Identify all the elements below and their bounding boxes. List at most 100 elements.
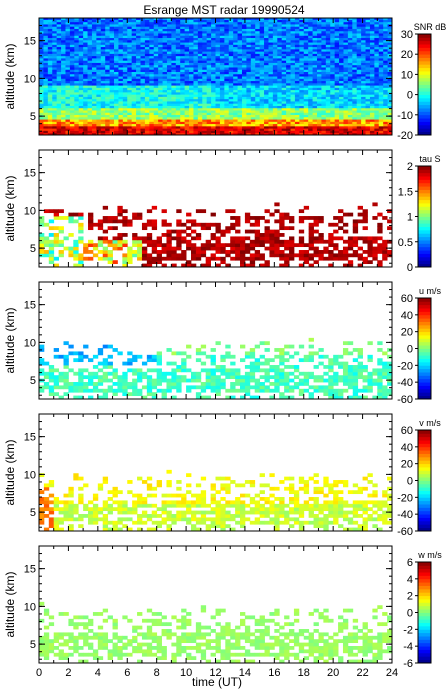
heatmap-cell (61, 62, 66, 66)
heatmap-cell (200, 209, 207, 214)
heatmap-cell (264, 37, 269, 41)
heatmap-cell (127, 121, 133, 125)
heatmap-cell (215, 62, 221, 66)
heatmap-cell (374, 24, 380, 27)
heatmap-cell (96, 94, 102, 97)
heatmap-cell (100, 28, 106, 32)
heatmap-cell (190, 219, 197, 224)
heatmap-cell (162, 44, 168, 48)
heatmap-cell (219, 103, 225, 106)
heatmap-cell (175, 46, 181, 50)
heatmap-cell (193, 98, 199, 102)
heatmap-cell (303, 76, 309, 79)
heatmap-cell (277, 48, 283, 52)
heatmap-cell (47, 28, 53, 32)
heatmap-cell (361, 87, 366, 91)
heatmap-cell (87, 19, 93, 23)
heatmap-cell (215, 128, 221, 131)
heatmap-cell (127, 130, 133, 134)
heatmap-cell (365, 112, 371, 116)
heatmap-cell (374, 123, 380, 127)
heatmap-cell (118, 130, 124, 134)
heatmap-cell (237, 91, 243, 95)
heatmap-cell (321, 130, 327, 134)
heatmap-cell (122, 21, 128, 25)
heatmap-cell (52, 55, 58, 59)
heatmap-cell (149, 101, 155, 104)
heatmap-cell (83, 71, 88, 75)
heatmap-cell (356, 91, 362, 95)
heatmap-cell (215, 125, 221, 129)
heatmap-cell (290, 128, 296, 131)
heatmap-cell (219, 114, 225, 118)
heatmap-cell (47, 48, 53, 52)
heatmap-cell (369, 26, 375, 29)
heatmap-cell (272, 21, 278, 25)
heatmap-cell (228, 37, 234, 41)
heatmap-cell (105, 107, 110, 111)
heatmap-cell (109, 42, 115, 45)
heatmap-cell (299, 44, 305, 48)
heatmap-cell (69, 94, 75, 97)
heatmap-cell (43, 48, 49, 52)
heatmap-cell (87, 33, 93, 36)
heatmap-cell (166, 85, 172, 88)
heatmap-cell (197, 121, 203, 125)
heatmap-cell (74, 128, 80, 131)
heatmap-cell (100, 55, 106, 59)
heatmap-cell (224, 87, 230, 91)
heatmap-cell (166, 253, 172, 258)
heatmap-cell (175, 96, 181, 100)
heatmap-cell (339, 107, 344, 111)
heatmap-cell (298, 209, 305, 214)
heatmap-cell (343, 46, 349, 50)
heatmap-cell (228, 119, 234, 122)
heatmap-cell (250, 130, 256, 134)
colorbar-step (418, 91, 431, 95)
heatmap-cell (202, 30, 208, 34)
heatmap-cell (303, 260, 310, 265)
heatmap-cell (69, 55, 75, 59)
heatmap-cell (383, 53, 388, 57)
heatmap-cell (378, 125, 384, 129)
heatmap-cell (383, 30, 388, 34)
heatmap-cell (74, 37, 80, 41)
heatmap-cell (144, 105, 150, 109)
heatmap-cell (361, 128, 366, 131)
heatmap-cell (105, 119, 110, 122)
heatmap-cell (87, 85, 93, 88)
heatmap-cell (369, 125, 375, 129)
heatmap-cell (190, 246, 197, 251)
heatmap-cell (352, 82, 358, 86)
heatmap-cell (58, 253, 64, 258)
heatmap-cell (184, 107, 190, 111)
heatmap-cell (136, 71, 141, 75)
heatmap-cell (211, 53, 216, 57)
heatmap-cell (325, 18, 331, 20)
heatmap-cell (118, 82, 124, 86)
heatmap-cell (96, 114, 102, 118)
heatmap-cell (114, 107, 119, 111)
heatmap-cell (246, 82, 252, 86)
heatmap-cell (372, 253, 378, 258)
heatmap-cell (347, 89, 353, 93)
heatmap-cell (316, 58, 322, 61)
heatmap-cell (193, 26, 199, 29)
heatmap-cell (290, 64, 296, 68)
heatmap-cell (264, 64, 269, 68)
heatmap-cell (215, 107, 221, 111)
heatmap-cell (325, 21, 331, 25)
heatmap-cell (158, 26, 163, 29)
heatmap-cell (205, 226, 211, 231)
heatmap-cell (233, 18, 238, 20)
heatmap-cell (206, 76, 212, 79)
heatmap-cell (127, 55, 133, 59)
heatmap-cell (206, 24, 212, 27)
heatmap-cell (387, 116, 393, 120)
heatmap-cell (264, 42, 269, 45)
heatmap-cell (264, 76, 269, 79)
heatmap-cell (365, 28, 371, 32)
heatmap-cell (378, 28, 384, 32)
heatmap-cell (343, 35, 349, 39)
heatmap-cell (374, 128, 380, 131)
